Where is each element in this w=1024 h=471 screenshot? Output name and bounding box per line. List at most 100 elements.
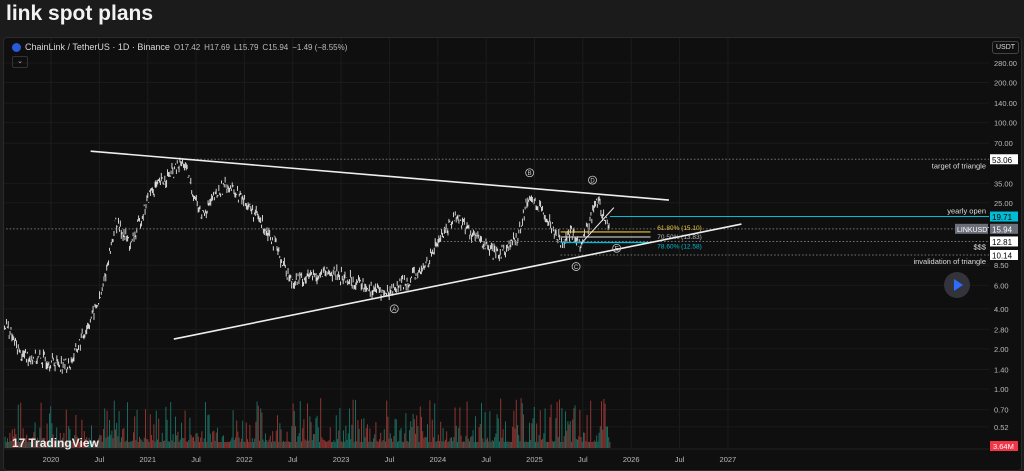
volume-bar bbox=[492, 441, 494, 448]
symbol-label[interactable]: ChainLink / TetherUS · 1D · Binance bbox=[25, 42, 170, 52]
volume-bar bbox=[174, 416, 176, 448]
y-tick-label: 2.00 bbox=[994, 345, 1009, 354]
collapse-legend-button[interactable]: ⌄ bbox=[12, 56, 28, 68]
volume-bar bbox=[417, 426, 419, 448]
volume-bar bbox=[173, 441, 175, 448]
wave-label: E bbox=[615, 247, 619, 253]
volume-bar bbox=[233, 439, 235, 448]
volume-bar bbox=[101, 441, 103, 448]
volume-bar bbox=[497, 418, 499, 448]
volume-bar bbox=[460, 435, 462, 448]
volume-bar bbox=[212, 431, 214, 448]
volume-bar bbox=[276, 415, 278, 448]
volume-bar bbox=[165, 406, 167, 448]
y-tick-label: 4.00 bbox=[994, 305, 1009, 314]
volume-bar bbox=[369, 428, 371, 448]
volume-bar bbox=[138, 436, 140, 448]
volume-bar bbox=[528, 422, 530, 448]
volume-bar bbox=[575, 439, 577, 448]
volume-bar bbox=[446, 431, 448, 448]
price-label: 53.06 bbox=[992, 156, 1013, 165]
volume-bar bbox=[395, 419, 397, 448]
volume-bar bbox=[363, 418, 365, 448]
volume-bar bbox=[9, 432, 11, 448]
volume-bar bbox=[94, 441, 96, 448]
volume-bar bbox=[558, 399, 560, 448]
volume-bar bbox=[195, 433, 197, 448]
price-chart[interactable]: target of triangle yearly open LINKUSDT $$$… bbox=[4, 38, 1021, 470]
volume-bar bbox=[490, 441, 492, 448]
volume-bar bbox=[156, 439, 158, 448]
volume-bar bbox=[441, 441, 443, 448]
play-button[interactable] bbox=[944, 272, 970, 298]
volume-bar bbox=[416, 415, 418, 448]
volume-bar bbox=[130, 441, 132, 448]
currency-button[interactable]: USDT bbox=[992, 41, 1020, 54]
volume-bar bbox=[311, 440, 313, 448]
volume-bar bbox=[532, 418, 534, 448]
volume-bar bbox=[27, 441, 29, 448]
price-label-box bbox=[990, 223, 1018, 234]
volume-bar bbox=[201, 431, 203, 448]
x-tick-label: 2020 bbox=[43, 455, 60, 464]
volume-bar bbox=[568, 424, 570, 448]
volume-bar bbox=[320, 398, 322, 448]
volume-bar bbox=[84, 439, 86, 448]
volume-bar bbox=[342, 430, 344, 448]
volume-bar bbox=[282, 440, 284, 448]
volume-bar bbox=[459, 407, 461, 448]
x-tick-label: Jul bbox=[95, 455, 105, 464]
volume-bar bbox=[502, 429, 504, 448]
volume-bar bbox=[604, 403, 606, 448]
volume-bar bbox=[524, 441, 526, 448]
volume-bar bbox=[280, 429, 282, 448]
volume-bar bbox=[80, 441, 82, 448]
volume-bar bbox=[209, 433, 211, 448]
volume-bar bbox=[466, 401, 468, 448]
fib-level-label: 61.80% (15.10) bbox=[657, 225, 701, 232]
volume-bar bbox=[231, 437, 233, 448]
volume-bar bbox=[434, 403, 436, 448]
y-tick-label: 140.00 bbox=[994, 99, 1017, 108]
volume-bar bbox=[116, 422, 118, 448]
volume-bar bbox=[455, 425, 457, 448]
volume-bar bbox=[336, 439, 338, 448]
volume-bar bbox=[110, 434, 112, 448]
wave-label-circle bbox=[525, 168, 535, 178]
level-note: yearly open bbox=[947, 207, 986, 216]
volume-bar bbox=[122, 429, 124, 448]
wave-label-circle bbox=[588, 175, 597, 185]
volume-bar bbox=[437, 434, 439, 448]
volume-bar bbox=[129, 441, 131, 448]
volume-bar bbox=[564, 411, 566, 448]
volume-bar bbox=[111, 430, 113, 448]
volume-bar bbox=[579, 409, 581, 448]
volume-bar bbox=[314, 434, 316, 448]
volume-bar bbox=[34, 422, 36, 448]
volume-bar bbox=[456, 441, 458, 448]
volume-bar bbox=[539, 410, 541, 448]
volume-bar bbox=[147, 439, 149, 448]
volume-bar bbox=[86, 437, 88, 448]
wave-label-circle bbox=[389, 304, 399, 314]
y-tick-label: 1.00 bbox=[994, 385, 1009, 394]
volume-bar bbox=[117, 436, 119, 448]
volume-bar bbox=[24, 438, 26, 448]
volume-bar bbox=[159, 441, 161, 448]
fib-level-label: 70.50% (13.83) bbox=[657, 234, 701, 241]
volume-bar bbox=[551, 440, 553, 448]
volume-bar bbox=[384, 441, 386, 448]
volume-bar bbox=[76, 436, 78, 448]
volume-bar bbox=[218, 441, 220, 448]
volume-bar bbox=[468, 441, 470, 448]
volume-bar bbox=[498, 441, 500, 448]
lower-triangle-line bbox=[173, 223, 742, 340]
volume-bar bbox=[189, 417, 191, 448]
volume-bar bbox=[261, 412, 263, 448]
volume-bar bbox=[54, 441, 56, 448]
tradingview-chart[interactable]: target of triangle yearly open LINKUSDT $$$… bbox=[3, 37, 1022, 471]
volume-bar bbox=[105, 437, 107, 448]
volume-bar bbox=[321, 437, 323, 448]
wave-label: C bbox=[574, 265, 579, 271]
tradingview-logo[interactable]: 17 TradingView bbox=[12, 436, 99, 450]
